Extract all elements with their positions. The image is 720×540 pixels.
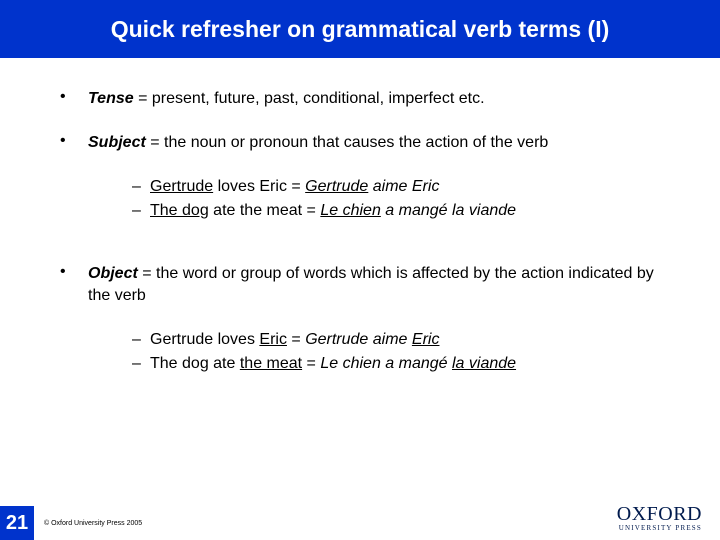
ex-part: Le chien a mangé [320,355,452,372]
tense-def: = present, future, past, conditional, im… [134,90,485,107]
example-text: The dog ate the meat = Le chien a mangé … [150,352,516,376]
ex-part: Le chien [320,202,381,219]
example-text: Gertrude loves Eric = Gertrude aime Eric [150,175,439,199]
title-bar: Quick refresher on grammatical verb term… [0,0,720,58]
dash-mark: – [132,328,150,352]
copyright-text: © Oxford University Press 2005 [44,520,142,527]
ex-part: aime Eric [368,178,439,195]
dash-mark: – [132,199,150,223]
footer: 21 © Oxford University Press 2005 OXFORD… [0,506,720,540]
bullet-mark: • [60,263,88,306]
bullet-mark: • [60,88,88,110]
example-row: – The dog ate the meat = Le chien a mang… [132,352,670,376]
ex-part: Eric [259,331,287,348]
example-row: – Gertrude loves Eric = Gertrude aime Er… [132,328,670,352]
example-row: – Gertrude loves Eric = Gertrude aime Er… [132,175,670,199]
example-text: The dog ate the meat = Le chien a mangé … [150,199,516,223]
logo-main-text: OXFORD [617,503,702,526]
ex-part: loves Eric = [213,178,305,195]
ex-part: Eric [412,331,440,348]
ex-part: a mangé la viande [381,202,516,219]
bullet-subject: • Subject = the noun or pronoun that cau… [60,132,670,154]
ex-part: Gertrude aime [305,331,412,348]
ex-part: Gertrude [150,178,213,195]
oxford-logo: OXFORD UNIVERSITY PRESS [617,503,702,532]
object-def: = the word or group of words which is af… [88,265,654,304]
term-tense: Tense [88,90,134,107]
bullet-text: Object = the word or group of words whic… [88,263,670,306]
dash-mark: – [132,175,150,199]
bullet-tense: • Tense = present, future, past, conditi… [60,88,670,110]
bullet-mark: • [60,132,88,154]
page-number: 21 [0,506,34,540]
subject-def: = the noun or pronoun that causes the ac… [146,134,549,151]
ex-part: the meat [240,355,302,372]
ex-part: The dog [150,202,209,219]
bullet-object: • Object = the word or group of words wh… [60,263,670,306]
ex-part: Gertrude [305,178,368,195]
term-subject: Subject [88,134,146,151]
example-row: – The dog ate the meat = Le chien a mang… [132,199,670,223]
term-object: Object [88,265,138,282]
ex-part: The dog ate [150,355,240,372]
slide-title: Quick refresher on grammatical verb term… [111,16,610,43]
ex-part: = [302,355,320,372]
content-area: • Tense = present, future, past, conditi… [0,58,720,376]
bullet-text: Subject = the noun or pronoun that cause… [88,132,548,154]
subject-examples: – Gertrude loves Eric = Gertrude aime Er… [132,175,670,223]
dash-mark: – [132,352,150,376]
example-text: Gertrude loves Eric = Gertrude aime Eric [150,328,439,352]
bullet-text: Tense = present, future, past, condition… [88,88,485,110]
ex-part: = [287,331,305,348]
ex-part: ate the meat = [209,202,321,219]
ex-part: la viande [452,355,516,372]
object-examples: – Gertrude loves Eric = Gertrude aime Er… [132,328,670,376]
logo-sub-text: UNIVERSITY PRESS [617,524,702,532]
ex-part: Gertrude loves [150,331,259,348]
